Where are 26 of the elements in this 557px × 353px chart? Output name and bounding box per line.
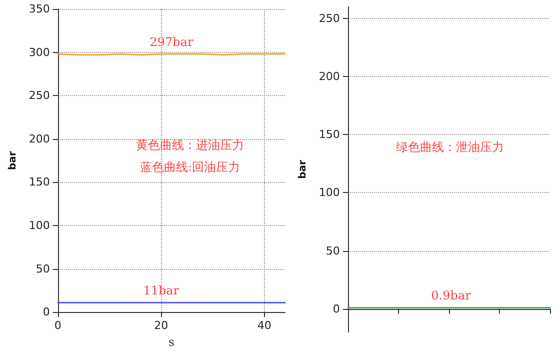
y-tick-label: 0 (332, 302, 340, 316)
y-tick-label: 50 (326, 244, 340, 258)
y-tick-label: 50 (36, 262, 50, 276)
annotation: 黄色曲线：进油压力 (136, 138, 244, 152)
y-tick-label: 0 (42, 306, 50, 319)
y-tick-label: 150 (318, 128, 340, 142)
y-tick-label: 350 (28, 2, 50, 16)
y-tick-label: 100 (28, 219, 50, 232)
x-axis-title: s (168, 335, 175, 349)
y-tick-label: 100 (318, 186, 340, 200)
annotation: 0.9bar (431, 288, 472, 303)
y-tick-label: 250 (28, 89, 50, 102)
y-axis-title: bar (8, 151, 18, 170)
y-tick-label: 200 (318, 70, 340, 84)
y-tick-label: 200 (28, 132, 50, 146)
y-tick-label: 150 (28, 176, 50, 189)
x-tick-label: 20 (154, 319, 168, 332)
annotation: 11bar (143, 284, 180, 298)
y-tick-label: 250 (318, 12, 340, 26)
x-tick-label: 40 (257, 319, 272, 332)
annotation: 297bar (150, 35, 194, 50)
y-axis-title: bar (298, 160, 308, 179)
annotation: 蓝色曲线:回油压力 (140, 160, 240, 174)
x-tick-label: 0 (54, 319, 62, 332)
y-tick-label: 300 (28, 46, 50, 59)
annotation: 绿色曲线：泄油压力 (396, 140, 504, 154)
